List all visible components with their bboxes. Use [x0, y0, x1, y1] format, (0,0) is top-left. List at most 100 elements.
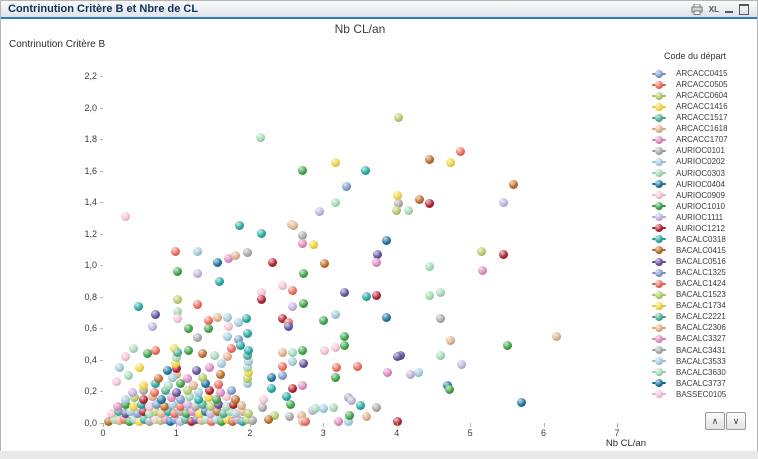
scatter-point[interactable] [503, 341, 513, 351]
scatter-point[interactable] [171, 364, 181, 374]
scatter-point[interactable] [235, 341, 245, 351]
scatter-point[interactable] [287, 347, 297, 357]
scatter-point[interactable] [163, 407, 173, 417]
scatter-point[interactable] [151, 379, 161, 389]
scatter-point[interactable] [456, 147, 466, 157]
scatter-point[interactable] [277, 371, 287, 381]
scatter-point[interactable] [298, 298, 308, 308]
legend-item[interactable]: BASSEC0105 [651, 389, 751, 400]
scatter-point[interactable] [166, 392, 176, 402]
scatter-point[interactable] [163, 380, 173, 390]
scatter-point[interactable] [172, 347, 182, 357]
scatter-point[interactable] [215, 369, 225, 379]
scatter-point[interactable] [319, 259, 329, 269]
scatter-point[interactable] [235, 221, 245, 231]
legend-item[interactable]: BACALC3533 [651, 356, 751, 367]
legend-item[interactable]: BACALC2221 [651, 311, 751, 322]
scatter-point[interactable] [175, 407, 185, 417]
scatter-point[interactable] [182, 386, 192, 396]
scatter-point[interactable] [257, 402, 267, 412]
scatter-point[interactable] [332, 363, 341, 373]
scatter-point[interactable] [298, 238, 308, 248]
legend-item[interactable]: BACALC1424 [651, 278, 751, 289]
legend-item[interactable]: BACALC3737 [651, 378, 751, 389]
scatter-point[interactable] [181, 414, 191, 424]
scatter-point[interactable] [330, 197, 340, 207]
scatter-point[interactable] [257, 229, 267, 239]
legend-item[interactable]: BACALC1325 [651, 267, 751, 278]
legend-item[interactable]: ARCACC1517 [651, 112, 751, 123]
scatter-point[interactable] [224, 322, 234, 332]
scatter-point[interactable] [171, 353, 181, 363]
scatter-point[interactable] [243, 328, 253, 338]
legend-item[interactable]: BACALC0318 [651, 234, 751, 245]
scatter-point[interactable] [188, 407, 198, 417]
scatter-point[interactable] [392, 352, 402, 362]
scatter-point[interactable] [160, 402, 170, 412]
scatter-point[interactable] [203, 323, 213, 333]
scatter-point[interactable] [142, 349, 152, 359]
scatter-point[interactable] [204, 385, 214, 395]
legend-item[interactable]: AURIOC0202 [651, 156, 751, 167]
scatter-point[interactable] [200, 407, 210, 417]
scatter-point[interactable] [221, 392, 231, 402]
scatter-point[interactable] [243, 351, 253, 361]
scatter-point[interactable] [298, 166, 308, 176]
legend-item[interactable]: AURIOC1111 [651, 212, 751, 223]
scatter-point[interactable] [243, 379, 253, 389]
scatter-point[interactable] [171, 246, 181, 256]
scatter-point[interactable] [115, 363, 125, 373]
scatter-point[interactable] [215, 387, 225, 397]
scatter-point[interactable] [238, 407, 247, 417]
scatter-point[interactable] [109, 415, 119, 425]
scatter-point[interactable] [243, 415, 253, 425]
scatter-point[interactable] [233, 334, 243, 344]
scatter-point[interactable] [127, 388, 137, 398]
scatter-point[interactable] [148, 322, 158, 332]
scatter-point[interactable] [301, 416, 311, 426]
scatter-point[interactable] [242, 314, 252, 324]
scatter-point[interactable] [344, 416, 354, 426]
scatter-point[interactable] [277, 347, 287, 357]
scatter-point[interactable] [120, 352, 130, 362]
scatter-point[interactable] [285, 399, 295, 409]
scatter-point[interactable] [113, 407, 123, 417]
scatter-point[interactable] [217, 416, 227, 426]
scatter-point[interactable] [268, 257, 278, 267]
scatter-point[interactable] [130, 415, 140, 425]
scatter-point[interactable] [498, 249, 508, 259]
scatter-point[interactable] [204, 363, 214, 373]
scatter-point[interactable] [176, 378, 186, 388]
scatter-point[interactable] [224, 254, 234, 264]
legend-item[interactable]: ARCACC1416 [651, 101, 751, 112]
scatter-point[interactable] [243, 408, 253, 418]
scatter-point[interactable] [315, 207, 325, 217]
scatter-point[interactable] [121, 400, 131, 410]
scatter-point[interactable] [231, 409, 241, 419]
scatter-point[interactable] [403, 205, 413, 215]
scatter-point[interactable] [193, 246, 203, 256]
scatter-point[interactable] [320, 345, 330, 355]
scatter-point[interactable] [227, 344, 236, 354]
scatter-point[interactable] [104, 416, 114, 426]
scatter-point[interactable] [278, 281, 288, 291]
scatter-point[interactable] [256, 133, 266, 142]
scatter-point[interactable] [436, 350, 446, 360]
scatter-point[interactable] [210, 350, 220, 360]
scatter-point[interactable] [149, 387, 159, 397]
scatter-point[interactable] [191, 415, 201, 425]
scatter-point[interactable] [442, 380, 452, 390]
scatter-point[interactable] [182, 400, 192, 410]
scatter-point[interactable] [257, 295, 267, 305]
legend-item[interactable]: BACALC1734 [651, 300, 751, 311]
scatter-point[interactable] [259, 394, 269, 404]
scatter-point[interactable] [144, 401, 154, 411]
scatter-point[interactable] [414, 194, 424, 204]
scatter-point[interactable] [233, 317, 243, 327]
scatter-point[interactable] [394, 112, 404, 122]
scatter-point[interactable] [185, 392, 195, 402]
scatter-point[interactable] [243, 368, 253, 378]
scatter-point[interactable] [329, 402, 339, 412]
scatter-point[interactable] [138, 380, 148, 390]
scatter-point[interactable] [231, 251, 241, 261]
